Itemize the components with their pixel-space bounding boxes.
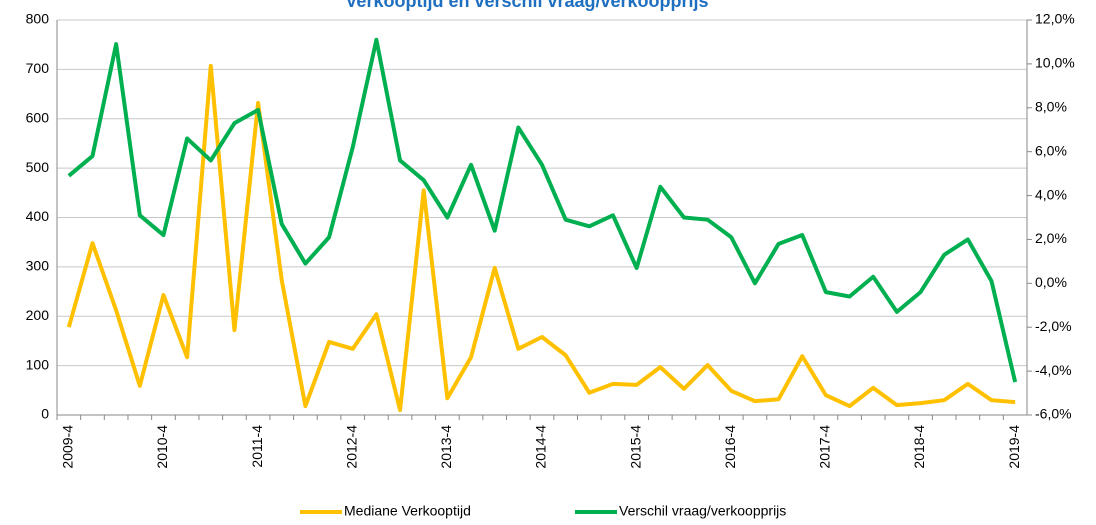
- x-tick-label: 2009-4: [60, 425, 76, 469]
- x-tick-label: 2019-4: [1006, 425, 1022, 469]
- legend-label: Mediane Verkooptijd: [344, 503, 471, 519]
- y-tick-label: 300: [26, 258, 50, 274]
- legend-item: Verschil vraag/verkoopprijs: [575, 503, 786, 519]
- y-tick-label: 600: [26, 109, 50, 125]
- y2-tick-label: 12,0%: [1035, 11, 1075, 27]
- y2-tick-label: 10,0%: [1035, 55, 1075, 71]
- x-tick-label: 2010-4: [154, 425, 170, 469]
- line-series: [66, 63, 1016, 413]
- x-tick-label: 2017-4: [817, 425, 833, 469]
- y-tick-label: 400: [26, 208, 50, 224]
- x-tick-label: 2013-4: [438, 425, 454, 469]
- y-tick-label: 100: [26, 356, 50, 372]
- x-tick-label: 2016-4: [722, 425, 738, 469]
- y-tick-label: 200: [26, 307, 50, 323]
- y2-tick-label: -6,0%: [1035, 406, 1072, 422]
- y2-tick-label: -4,0%: [1035, 362, 1072, 378]
- x-tick-label: 2015-4: [627, 425, 643, 469]
- y2-tick-label: 4,0%: [1035, 186, 1067, 202]
- y-tick-label: 700: [26, 60, 50, 76]
- legend-label: Verschil vraag/verkoopprijs: [619, 503, 786, 519]
- y2-tick-label: 8,0%: [1035, 98, 1067, 114]
- y-tick-label: 800: [26, 11, 50, 27]
- x-tick-label: 2018-4: [911, 425, 927, 469]
- x-tick-label: 2012-4: [343, 425, 359, 469]
- y2-tick-label: 6,0%: [1035, 142, 1067, 158]
- y-tick-label: 500: [26, 159, 50, 175]
- y2-tick-label: 0,0%: [1035, 274, 1067, 290]
- y2-tick-label: -2,0%: [1035, 318, 1072, 334]
- line-series: [67, 37, 1018, 383]
- x-tick-label: 2011-4: [249, 425, 265, 468]
- chart-title: Verkooptijd en verschil vraag/verkooppri…: [345, 0, 708, 11]
- x-tick-label: 2014-4: [533, 425, 549, 469]
- y-tick-label: 0: [41, 406, 49, 422]
- legend-item: Mediane Verkooptijd: [300, 503, 471, 519]
- y2-tick-label: 2,0%: [1035, 230, 1067, 246]
